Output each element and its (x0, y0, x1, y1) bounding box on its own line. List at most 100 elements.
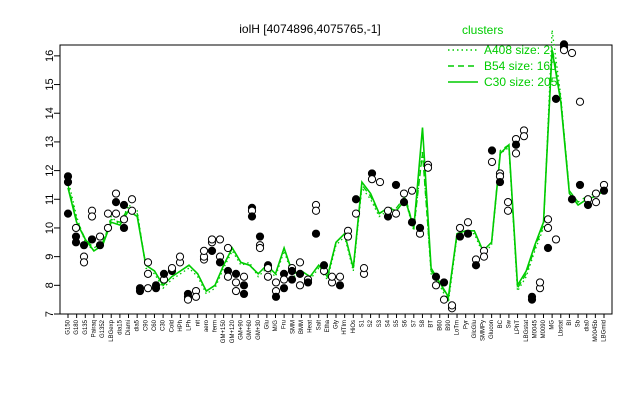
data-point (143, 284, 153, 293)
x-tick-label: GM+150 (221, 319, 227, 343)
data-point (135, 286, 145, 296)
data-point (175, 252, 185, 261)
data-point (95, 241, 105, 250)
x-tick-label: LoTm (455, 320, 461, 335)
data-point (439, 295, 449, 304)
data-point (375, 177, 385, 187)
x-tick-label: LBGexp (109, 319, 115, 341)
data-point (511, 140, 521, 149)
data-point (183, 295, 193, 304)
data-point (303, 278, 313, 287)
data-point (79, 258, 89, 267)
x-tick-label: nit (195, 320, 201, 327)
data-point (223, 243, 233, 253)
data-point (79, 241, 89, 250)
x-tick-label: G150 (66, 319, 72, 334)
data-point (367, 175, 377, 184)
data-point (103, 209, 113, 218)
data-point (599, 186, 609, 195)
x-tick-label: GlcGlu (472, 320, 478, 338)
data-point (407, 186, 417, 195)
data-point (279, 284, 289, 293)
x-tick-label: GM+60 (247, 319, 253, 340)
y-tick-label: 15 (44, 78, 56, 90)
x-tick-label: M0045b (593, 319, 599, 341)
series-line-solid (67, 49, 605, 300)
x-tick-label: SMMPy (481, 320, 487, 341)
data-point (247, 212, 257, 221)
data-point (431, 272, 441, 281)
data-point (335, 272, 345, 281)
data-point (543, 223, 553, 233)
x-tick-label: SMM (290, 320, 296, 334)
data-point (503, 206, 513, 215)
data-point (567, 48, 577, 58)
data-points (63, 40, 609, 313)
data-point (391, 180, 401, 190)
data-point (119, 215, 129, 224)
series-lines (67, 30, 605, 305)
data-point (279, 275, 289, 284)
data-point (391, 209, 401, 218)
data-point (527, 295, 537, 304)
data-point (63, 177, 73, 187)
data-point (215, 258, 225, 267)
data-point (575, 180, 585, 190)
x-tick-label: M0045 (532, 319, 538, 338)
x-tick-label: ferm (213, 320, 219, 332)
x-tick-label: S4 (385, 319, 391, 327)
data-point (71, 223, 81, 233)
data-point (311, 206, 321, 215)
data-point (103, 223, 113, 233)
data-point (351, 209, 361, 218)
y-tick-label: 13 (44, 136, 56, 148)
y-tick-label: 8 (44, 282, 56, 288)
x-tick-label: LBGstat (524, 320, 530, 342)
legend: clusters A408 size: 2 B54 size: 160 C30 siz… (448, 23, 558, 89)
x-tick-label: S6 (403, 319, 409, 327)
data-point (111, 198, 121, 207)
data-point (559, 46, 569, 55)
data-point (591, 189, 601, 198)
data-point (407, 218, 417, 227)
data-point (63, 209, 73, 218)
data-point (119, 223, 129, 233)
x-tick-label: Heat (308, 320, 314, 333)
x-tick-label: LPhT (515, 320, 521, 335)
x-tick-label: Fru (282, 320, 288, 329)
data-point (471, 261, 481, 270)
data-point (479, 252, 489, 261)
x-tick-label: B90 (446, 319, 452, 330)
x-tick-label: BT (429, 320, 435, 328)
data-point (359, 264, 369, 273)
data-point (239, 289, 249, 299)
data-point (591, 198, 601, 207)
x-tick-label: HTIm (342, 320, 348, 335)
x-tick-label: Pairaq (92, 320, 98, 337)
data-point (423, 163, 433, 172)
legend-label: C30 size: 205 (484, 75, 558, 89)
x-tick-label: GM+90 (238, 319, 244, 340)
x-tick-label: Glu (264, 320, 270, 329)
data-point (567, 195, 577, 204)
x-tick-label: LBGmid (602, 320, 608, 342)
data-point (239, 281, 249, 290)
x-tick-label: G135 (83, 319, 89, 334)
data-point (431, 281, 441, 290)
legend-title: clusters (462, 23, 503, 37)
data-point (343, 232, 353, 241)
data-point (519, 132, 529, 141)
data-point (255, 232, 265, 241)
data-point (271, 278, 281, 287)
chart-title: iolH [4074896,4075765,-1] (239, 22, 380, 36)
data-point (327, 272, 337, 281)
x-tick-label: S3 (377, 319, 383, 327)
data-point (111, 209, 121, 218)
data-point (543, 243, 553, 253)
data-point (447, 301, 457, 310)
x-tick-label: C90 (143, 319, 149, 331)
data-point (231, 269, 241, 278)
x-tick-label: MG (550, 320, 556, 330)
data-point (511, 149, 521, 158)
data-point (287, 266, 297, 276)
